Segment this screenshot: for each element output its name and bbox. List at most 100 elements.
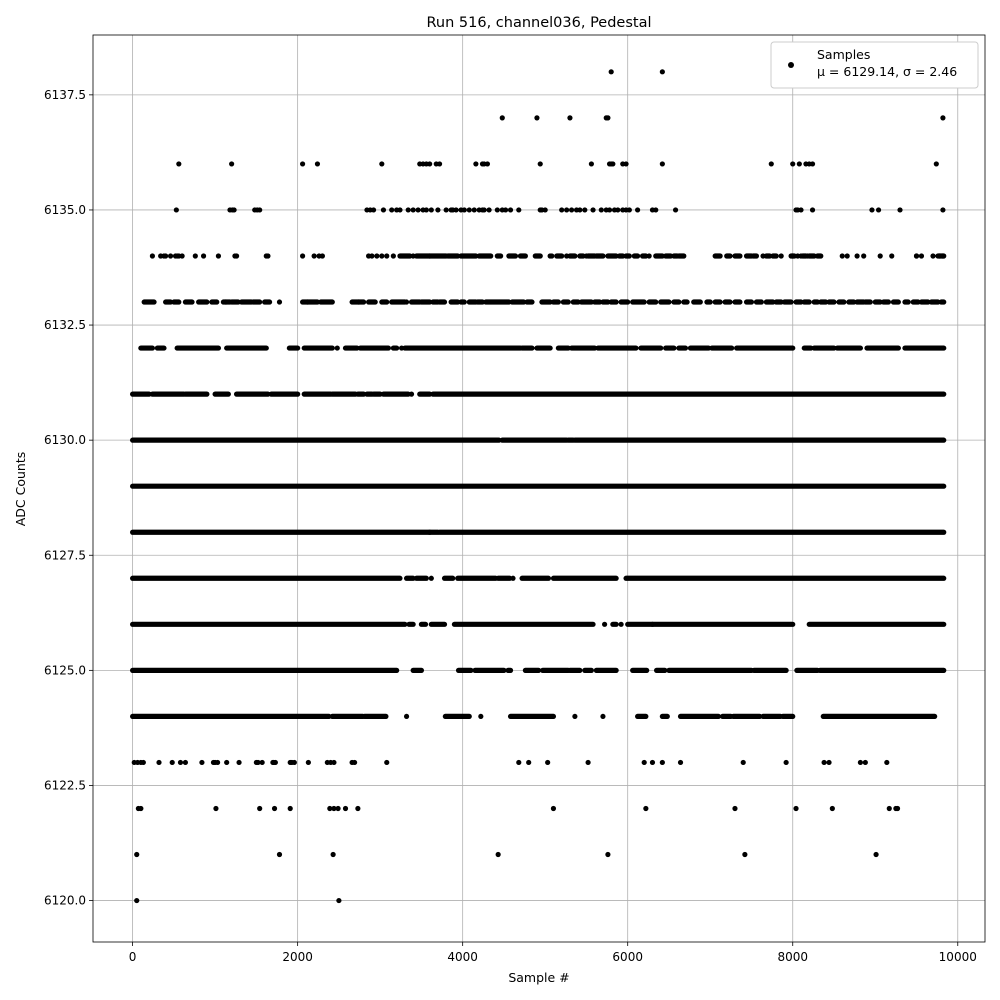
data-point xyxy=(389,207,395,213)
data-point xyxy=(443,207,449,213)
data-point xyxy=(453,207,459,213)
data-point xyxy=(537,161,543,167)
y-tick-label: 6137.5 xyxy=(44,88,86,102)
data-point xyxy=(796,161,802,167)
data-point xyxy=(177,759,184,766)
y-tick-label: 6120.0 xyxy=(44,894,86,908)
data-point xyxy=(768,161,774,167)
legend-frame xyxy=(770,41,979,89)
data-point xyxy=(659,759,665,766)
data-point xyxy=(550,805,557,812)
data-point xyxy=(889,253,895,259)
data-point xyxy=(265,253,271,259)
data-point xyxy=(649,759,656,766)
data-point xyxy=(163,253,169,259)
data-point xyxy=(567,115,573,121)
data-point xyxy=(930,253,936,259)
data-point xyxy=(643,805,649,812)
data-point xyxy=(502,207,509,213)
data-point xyxy=(369,253,375,259)
data-point xyxy=(886,805,892,812)
data-point xyxy=(276,851,283,858)
data-point xyxy=(331,805,337,812)
data-point xyxy=(287,805,293,812)
data-point xyxy=(542,207,548,213)
data-point xyxy=(200,253,207,259)
data-point xyxy=(484,161,491,167)
legend-marker xyxy=(788,62,794,68)
data-point xyxy=(568,207,575,213)
data-point xyxy=(229,161,235,167)
data-point xyxy=(486,207,492,213)
legend-stats: μ = 6129.14, σ = 2.46 xyxy=(817,64,957,79)
data-point xyxy=(588,161,594,167)
data-point xyxy=(466,207,472,213)
data-point xyxy=(877,253,883,259)
data-point xyxy=(436,161,443,167)
data-point xyxy=(179,253,185,259)
data-point xyxy=(169,759,175,766)
data-point xyxy=(272,759,278,766)
data-point xyxy=(590,207,596,213)
data-point xyxy=(134,897,140,904)
data-point xyxy=(336,897,342,904)
data-point xyxy=(176,161,182,167)
data-point xyxy=(224,759,230,766)
data-point xyxy=(545,759,551,766)
data-point xyxy=(334,345,340,351)
data-point xyxy=(259,759,265,766)
data-point xyxy=(415,207,421,213)
data-point xyxy=(257,207,263,213)
data-point xyxy=(526,759,532,766)
data-point xyxy=(319,253,325,259)
data-point xyxy=(291,759,297,766)
y-tick-label: 6122.5 xyxy=(44,778,86,792)
data-point xyxy=(408,391,415,397)
data-point xyxy=(862,759,868,766)
data-point xyxy=(778,253,784,259)
data-point xyxy=(473,161,479,167)
data-point xyxy=(572,713,578,720)
data-point xyxy=(173,207,179,213)
data-point xyxy=(606,207,613,213)
data-point xyxy=(516,207,522,213)
data-point xyxy=(790,161,796,167)
data-point xyxy=(798,207,804,213)
data-point xyxy=(659,69,665,75)
data-point xyxy=(626,207,632,213)
data-point xyxy=(428,207,434,213)
x-tick-label: 4000 xyxy=(447,950,478,964)
data-point xyxy=(623,161,629,167)
data-point xyxy=(585,759,591,766)
data-point xyxy=(134,851,140,858)
data-point xyxy=(351,759,358,766)
data-point xyxy=(327,805,333,812)
data-point xyxy=(809,161,816,167)
data-point xyxy=(397,207,403,213)
data-point xyxy=(403,713,410,720)
data-point xyxy=(618,621,624,627)
data-point xyxy=(869,207,875,213)
axis-ticks: 0 2000 4000 6000 8000 10000 6120.0 6122.5 6125.0… xyxy=(44,88,977,964)
data-point xyxy=(844,253,850,259)
data-point xyxy=(276,299,283,305)
data-point xyxy=(257,805,263,812)
data-point xyxy=(390,253,396,259)
data-point xyxy=(428,575,434,581)
data-point xyxy=(605,851,611,858)
data-point xyxy=(577,207,583,213)
data-point xyxy=(331,759,337,766)
data-point xyxy=(677,759,684,766)
legend-series-name: Samples xyxy=(817,47,870,62)
data-point xyxy=(918,253,925,259)
data-point xyxy=(379,253,385,259)
x-tick-label: 10000 xyxy=(939,950,977,964)
data-point xyxy=(875,207,882,213)
data-point xyxy=(138,805,144,812)
y-tick-label: 6125.0 xyxy=(44,663,86,677)
data-point xyxy=(809,207,816,213)
data-point xyxy=(231,207,237,213)
data-point xyxy=(602,621,608,627)
data-point xyxy=(940,115,946,121)
